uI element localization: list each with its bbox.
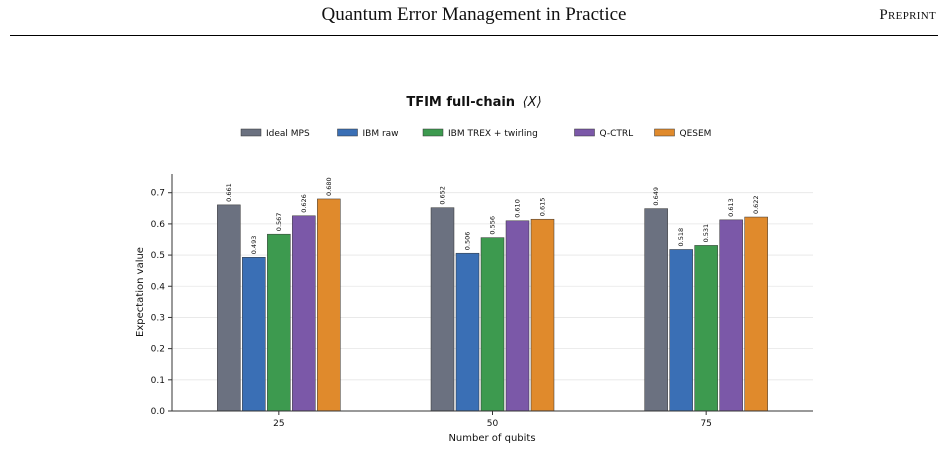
axes: 0.0 0.1 0.2 0.3 0.4 0.5 0.6 0.7 25 50 75 [151, 174, 813, 429]
y-tick-label: 0.7 [151, 189, 165, 199]
y-tick-label: 0.4 [151, 282, 166, 292]
legend-swatch [422, 128, 444, 137]
data-label: 0.661 [225, 183, 233, 202]
y-axis-label: Expectation value [135, 247, 146, 337]
legend-label: Ideal MPS [266, 129, 310, 139]
data-label: 0.518 [677, 228, 685, 247]
bars: 0.661 0.493 0.567 0.626 0.680 0.652 0.506 0.556… [217, 177, 768, 412]
preprint-tag: Preprint [879, 7, 936, 23]
bar-qesem-75 [744, 216, 768, 412]
legend-label: Q-CTRL [600, 129, 634, 139]
data-label: 0.626 [300, 194, 308, 213]
y-tick-label: 0.6 [151, 220, 166, 230]
header-rule [10, 35, 938, 36]
bar-ideal-mps-25 [217, 204, 241, 412]
legend-label: QESEM [680, 129, 712, 139]
bar-ibm-raw-50 [455, 252, 480, 412]
data-label: 0.531 [702, 224, 710, 243]
data-label: 0.493 [250, 236, 258, 255]
data-label: 0.610 [514, 199, 522, 218]
legend-label: IBM TREX + twirling [448, 129, 538, 139]
data-label: 0.652 [439, 186, 447, 205]
y-tick-label: 0.1 [151, 376, 165, 386]
data-label: 0.615 [539, 198, 547, 217]
chart-title-math: ⟨X⟩ [523, 95, 542, 110]
data-label: 0.567 [275, 213, 283, 232]
bar-qesem-50 [530, 218, 555, 412]
x-tick-label: 25 [273, 419, 284, 429]
chart-title-text: TFIM full-chain [406, 95, 515, 110]
page-header-title: Quantum Error Management in Practice [321, 4, 627, 25]
y-tick-label: 0.2 [151, 345, 165, 355]
data-label: 0.649 [652, 187, 660, 206]
bar-ibm-raw-25 [242, 257, 266, 412]
bar-ibm-trex-twirling-75 [694, 245, 718, 412]
bar-ibm-raw-75 [669, 249, 693, 412]
bar-q-ctrl-75 [719, 219, 743, 412]
legend-label: IBM raw [363, 129, 399, 139]
bar-ibm-trex-twirling-50 [480, 237, 505, 412]
chart-title: TFIM full-chain ⟨X⟩ [406, 95, 541, 110]
bar-q-ctrl-25 [292, 215, 316, 412]
legend-swatch [240, 128, 262, 137]
legend-swatch [654, 128, 675, 137]
bar-qesem-25 [317, 198, 341, 412]
data-label: 0.556 [489, 216, 497, 235]
x-axis-label: Number of qubits [448, 433, 535, 444]
bar-ibm-trex-twirling-25 [267, 233, 291, 412]
data-label: 0.622 [752, 195, 760, 214]
y-tick-label: 0.3 [151, 313, 165, 323]
x-tick-label: 75 [700, 419, 711, 429]
y-tick-label: 0.5 [151, 251, 165, 261]
bar-q-ctrl-50 [505, 220, 530, 412]
y-tick-label: 0.0 [151, 407, 166, 417]
legend-swatch [574, 128, 595, 137]
data-label: 0.506 [464, 232, 472, 251]
bar-ideal-mps-75 [644, 208, 668, 412]
data-label: 0.680 [325, 177, 333, 196]
data-label: 0.613 [727, 198, 735, 217]
bar-ideal-mps-50 [430, 207, 455, 412]
x-tick-label: 50 [487, 419, 499, 429]
legend-swatch [337, 128, 358, 137]
legend: Ideal MPS IBM raw IBM TREX + twirling Q-CTR… [240, 128, 712, 139]
